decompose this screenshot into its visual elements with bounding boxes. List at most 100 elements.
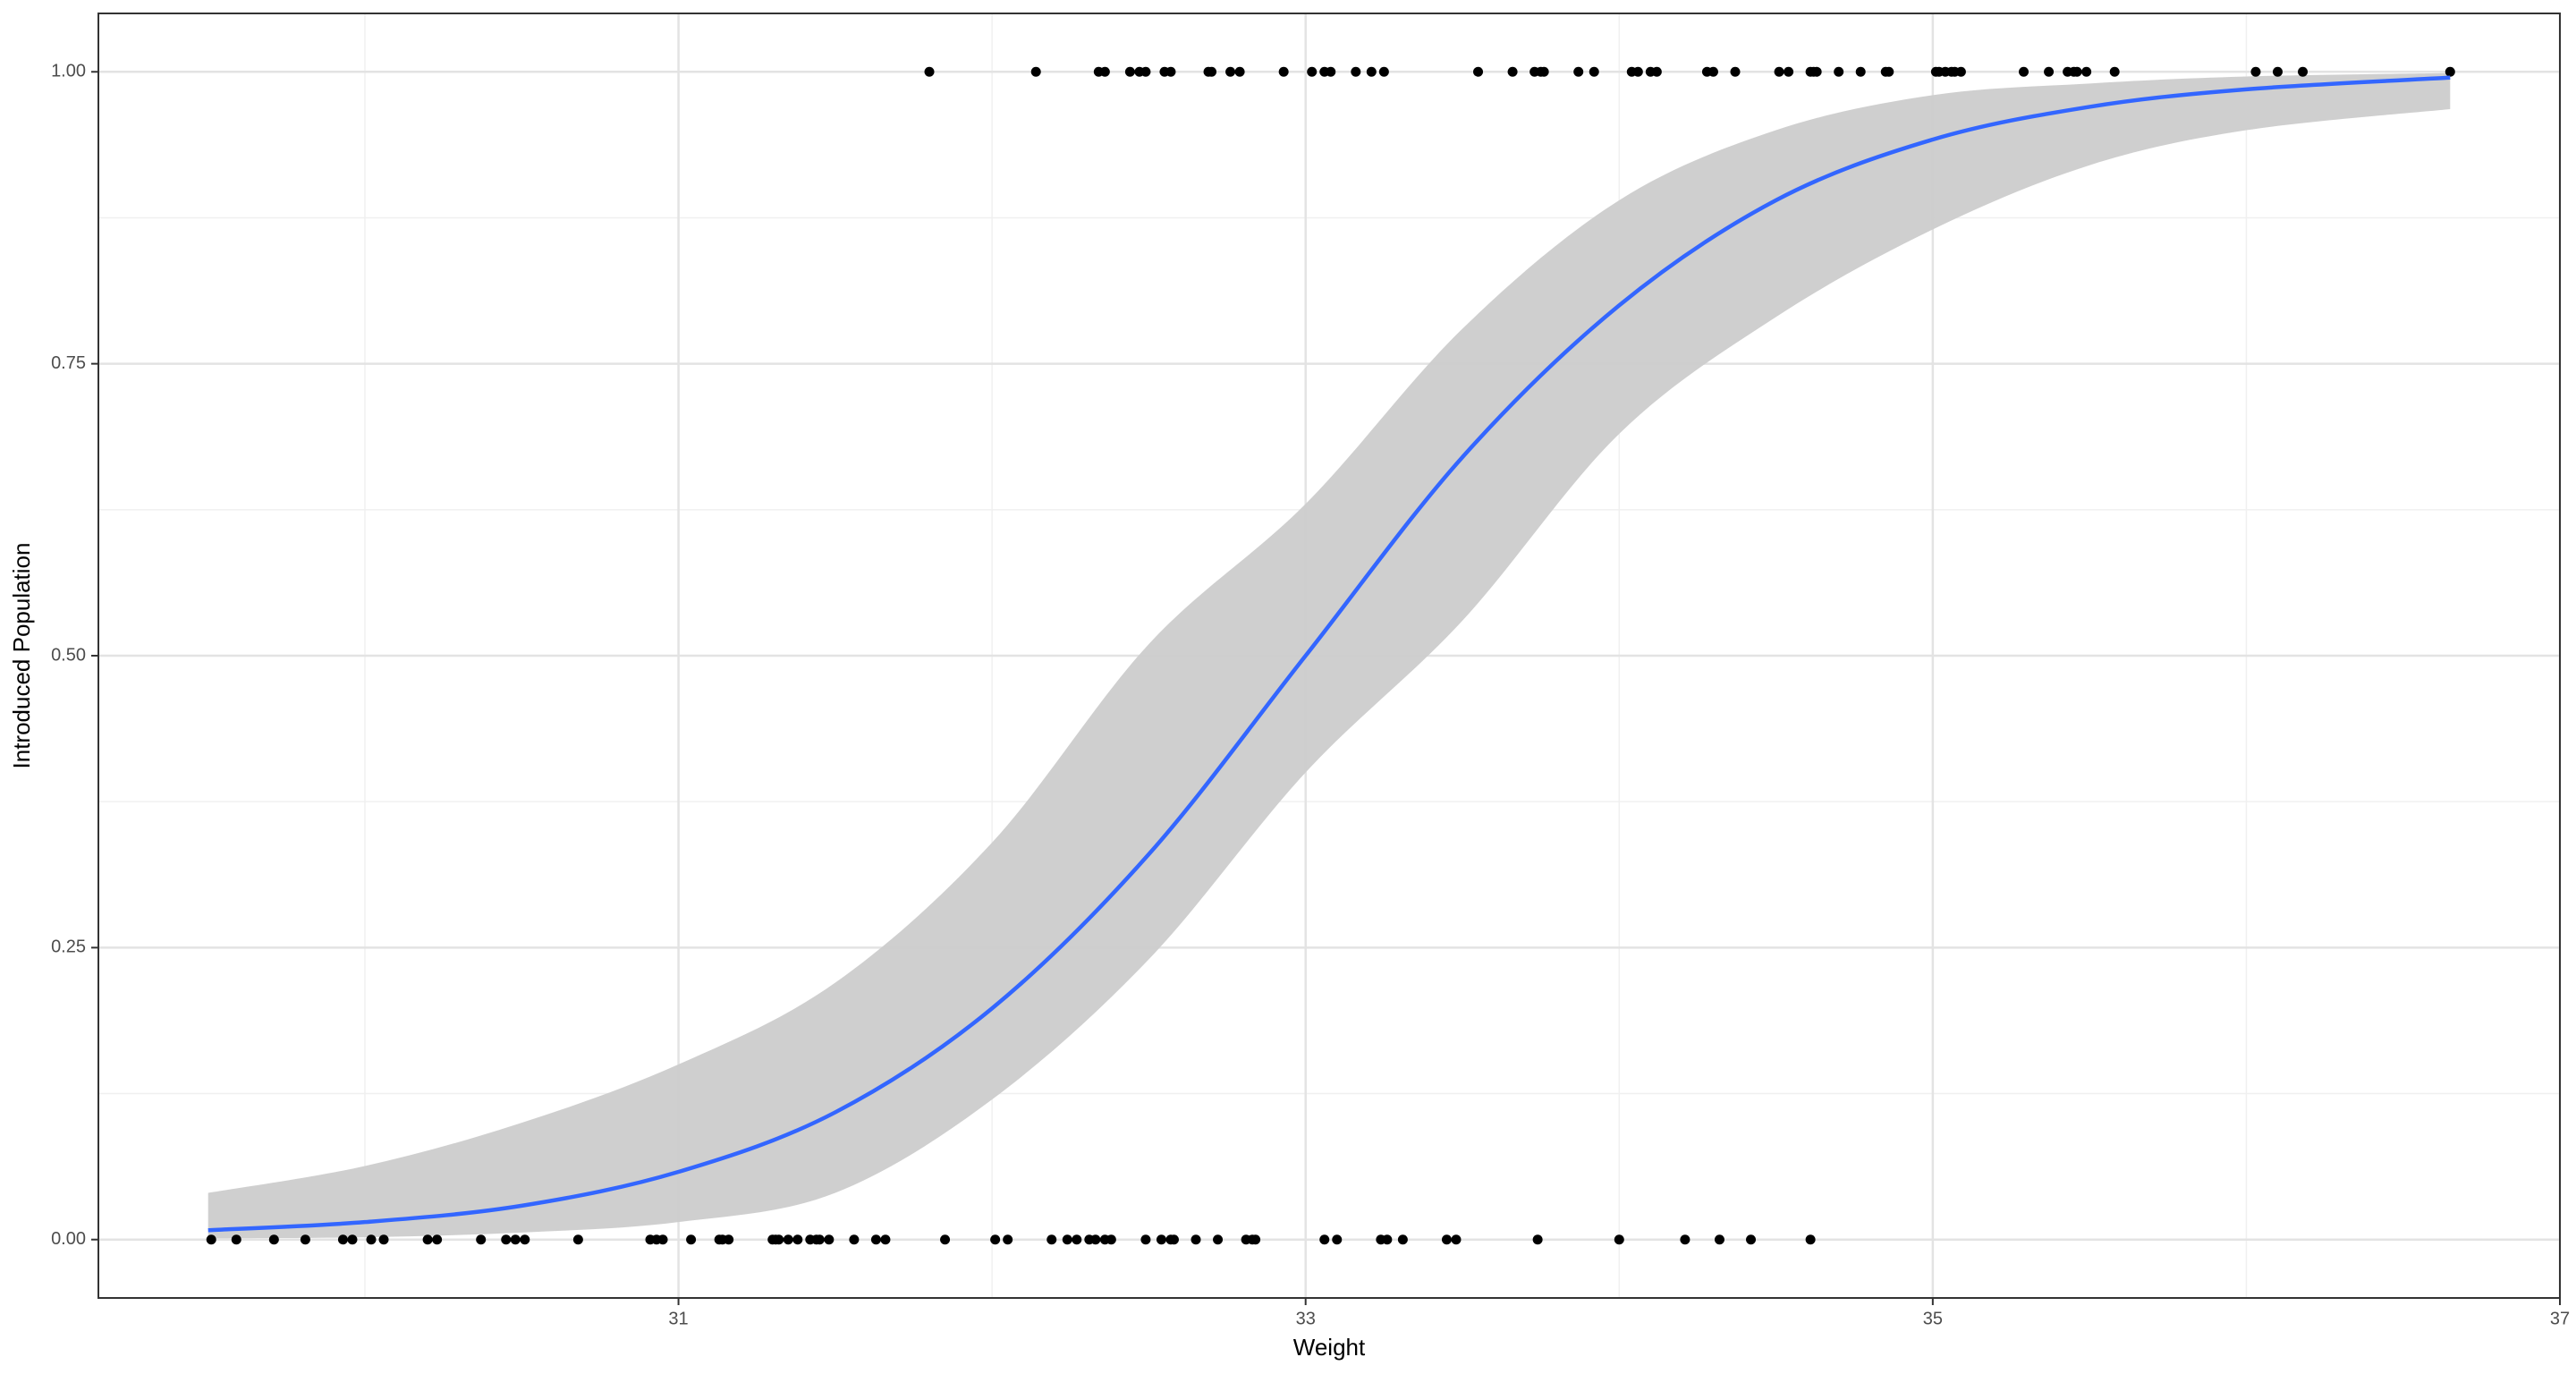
data-point [1573,66,1584,77]
data-point [1106,1234,1116,1245]
data-point [1378,66,1389,77]
x-tick-label: 31 [668,1309,688,1328]
data-point [378,1234,389,1245]
y-axis-title: Introduced Population [8,543,35,769]
data-point [924,66,935,77]
x-tick-label: 37 [2550,1309,2570,1328]
data-point [724,1234,734,1245]
data-point [432,1234,443,1245]
data-point [1774,66,1784,77]
data-point [1062,1234,1072,1245]
data-point [1632,66,1643,77]
data-point [1140,1234,1151,1245]
data-point [1156,1234,1166,1245]
data-point [1855,66,1866,77]
data-point [1441,1234,1452,1245]
data-point [337,1234,348,1245]
data-point [774,1234,784,1245]
data-point [870,1234,881,1245]
data-point [1278,66,1289,77]
data-point [849,1234,860,1245]
data-point [1225,66,1236,77]
data-point [1730,66,1741,77]
data-point [2019,66,2029,77]
data-point [1351,66,1361,77]
data-point [1319,1234,1330,1245]
data-point [2272,66,2283,77]
y-tick-label: 0.75 [51,353,86,373]
data-point [1451,1234,1462,1245]
y-tick-label: 0.50 [51,645,86,665]
data-point [476,1234,487,1245]
data-point [686,1234,697,1245]
data-point [1834,66,1844,77]
data-point [1250,1234,1261,1245]
data-point [1207,66,1217,77]
data-point [1332,1234,1343,1245]
y-tick-label: 0.00 [51,1229,86,1249]
data-point [2445,66,2455,77]
data-point [366,1234,377,1245]
data-point [940,1234,951,1245]
data-point [1165,66,1176,77]
data-point [1366,66,1377,77]
data-point [1090,1234,1101,1245]
data-point [1072,1234,1082,1245]
confidence-band [208,72,2451,1239]
data-point [1707,66,1718,77]
data-point [572,1234,583,1245]
y-tick-label: 0.25 [51,937,86,957]
data-point [1811,66,1822,77]
data-point [1382,1234,1393,1245]
data-point [1955,66,1966,77]
data-point [792,1234,803,1245]
data-point [1124,66,1135,77]
data-point [1784,66,1794,77]
data-point [2109,66,2120,77]
data-point [880,1234,891,1245]
data-point [1805,1234,1816,1245]
data-point [347,1234,358,1245]
data-point [1213,1234,1224,1245]
data-point [1532,1234,1543,1245]
data-point [300,1234,310,1245]
data-point [2044,66,2055,77]
x-axis-title: Weight [1293,1334,1366,1361]
x-tick-label: 33 [1296,1309,1316,1328]
data-point [1234,66,1245,77]
x-tick-label: 35 [1923,1309,1943,1328]
data-point [1680,1234,1690,1245]
data-point [1884,66,1894,77]
data-point [1614,1234,1624,1245]
data-point [268,1234,279,1245]
data-point [231,1234,242,1245]
data-point [783,1234,793,1245]
data-point [501,1234,512,1245]
data-point [1746,1234,1757,1245]
data-point [657,1234,668,1245]
y-tick-label: 1.00 [51,62,86,81]
data-point [2072,66,2082,77]
data-point [2081,66,2092,77]
data-point [510,1234,521,1245]
data-point [1326,66,1336,77]
data-point [1168,1234,1179,1245]
data-point [1140,66,1151,77]
data-point [1473,66,1484,77]
data-point [990,1234,1001,1245]
data-point [1589,66,1599,77]
data-point [422,1234,433,1245]
data-point [1191,1234,1201,1245]
data-point [1507,66,1518,77]
data-point [1030,66,1041,77]
data-point [1397,1234,1408,1245]
data-point [824,1234,835,1245]
fit-line [208,75,2451,1233]
data-point [206,1234,216,1245]
data-point [1003,1234,1013,1245]
data-point [2250,66,2261,77]
data-point [1714,1234,1724,1245]
data-point [2298,66,2309,77]
